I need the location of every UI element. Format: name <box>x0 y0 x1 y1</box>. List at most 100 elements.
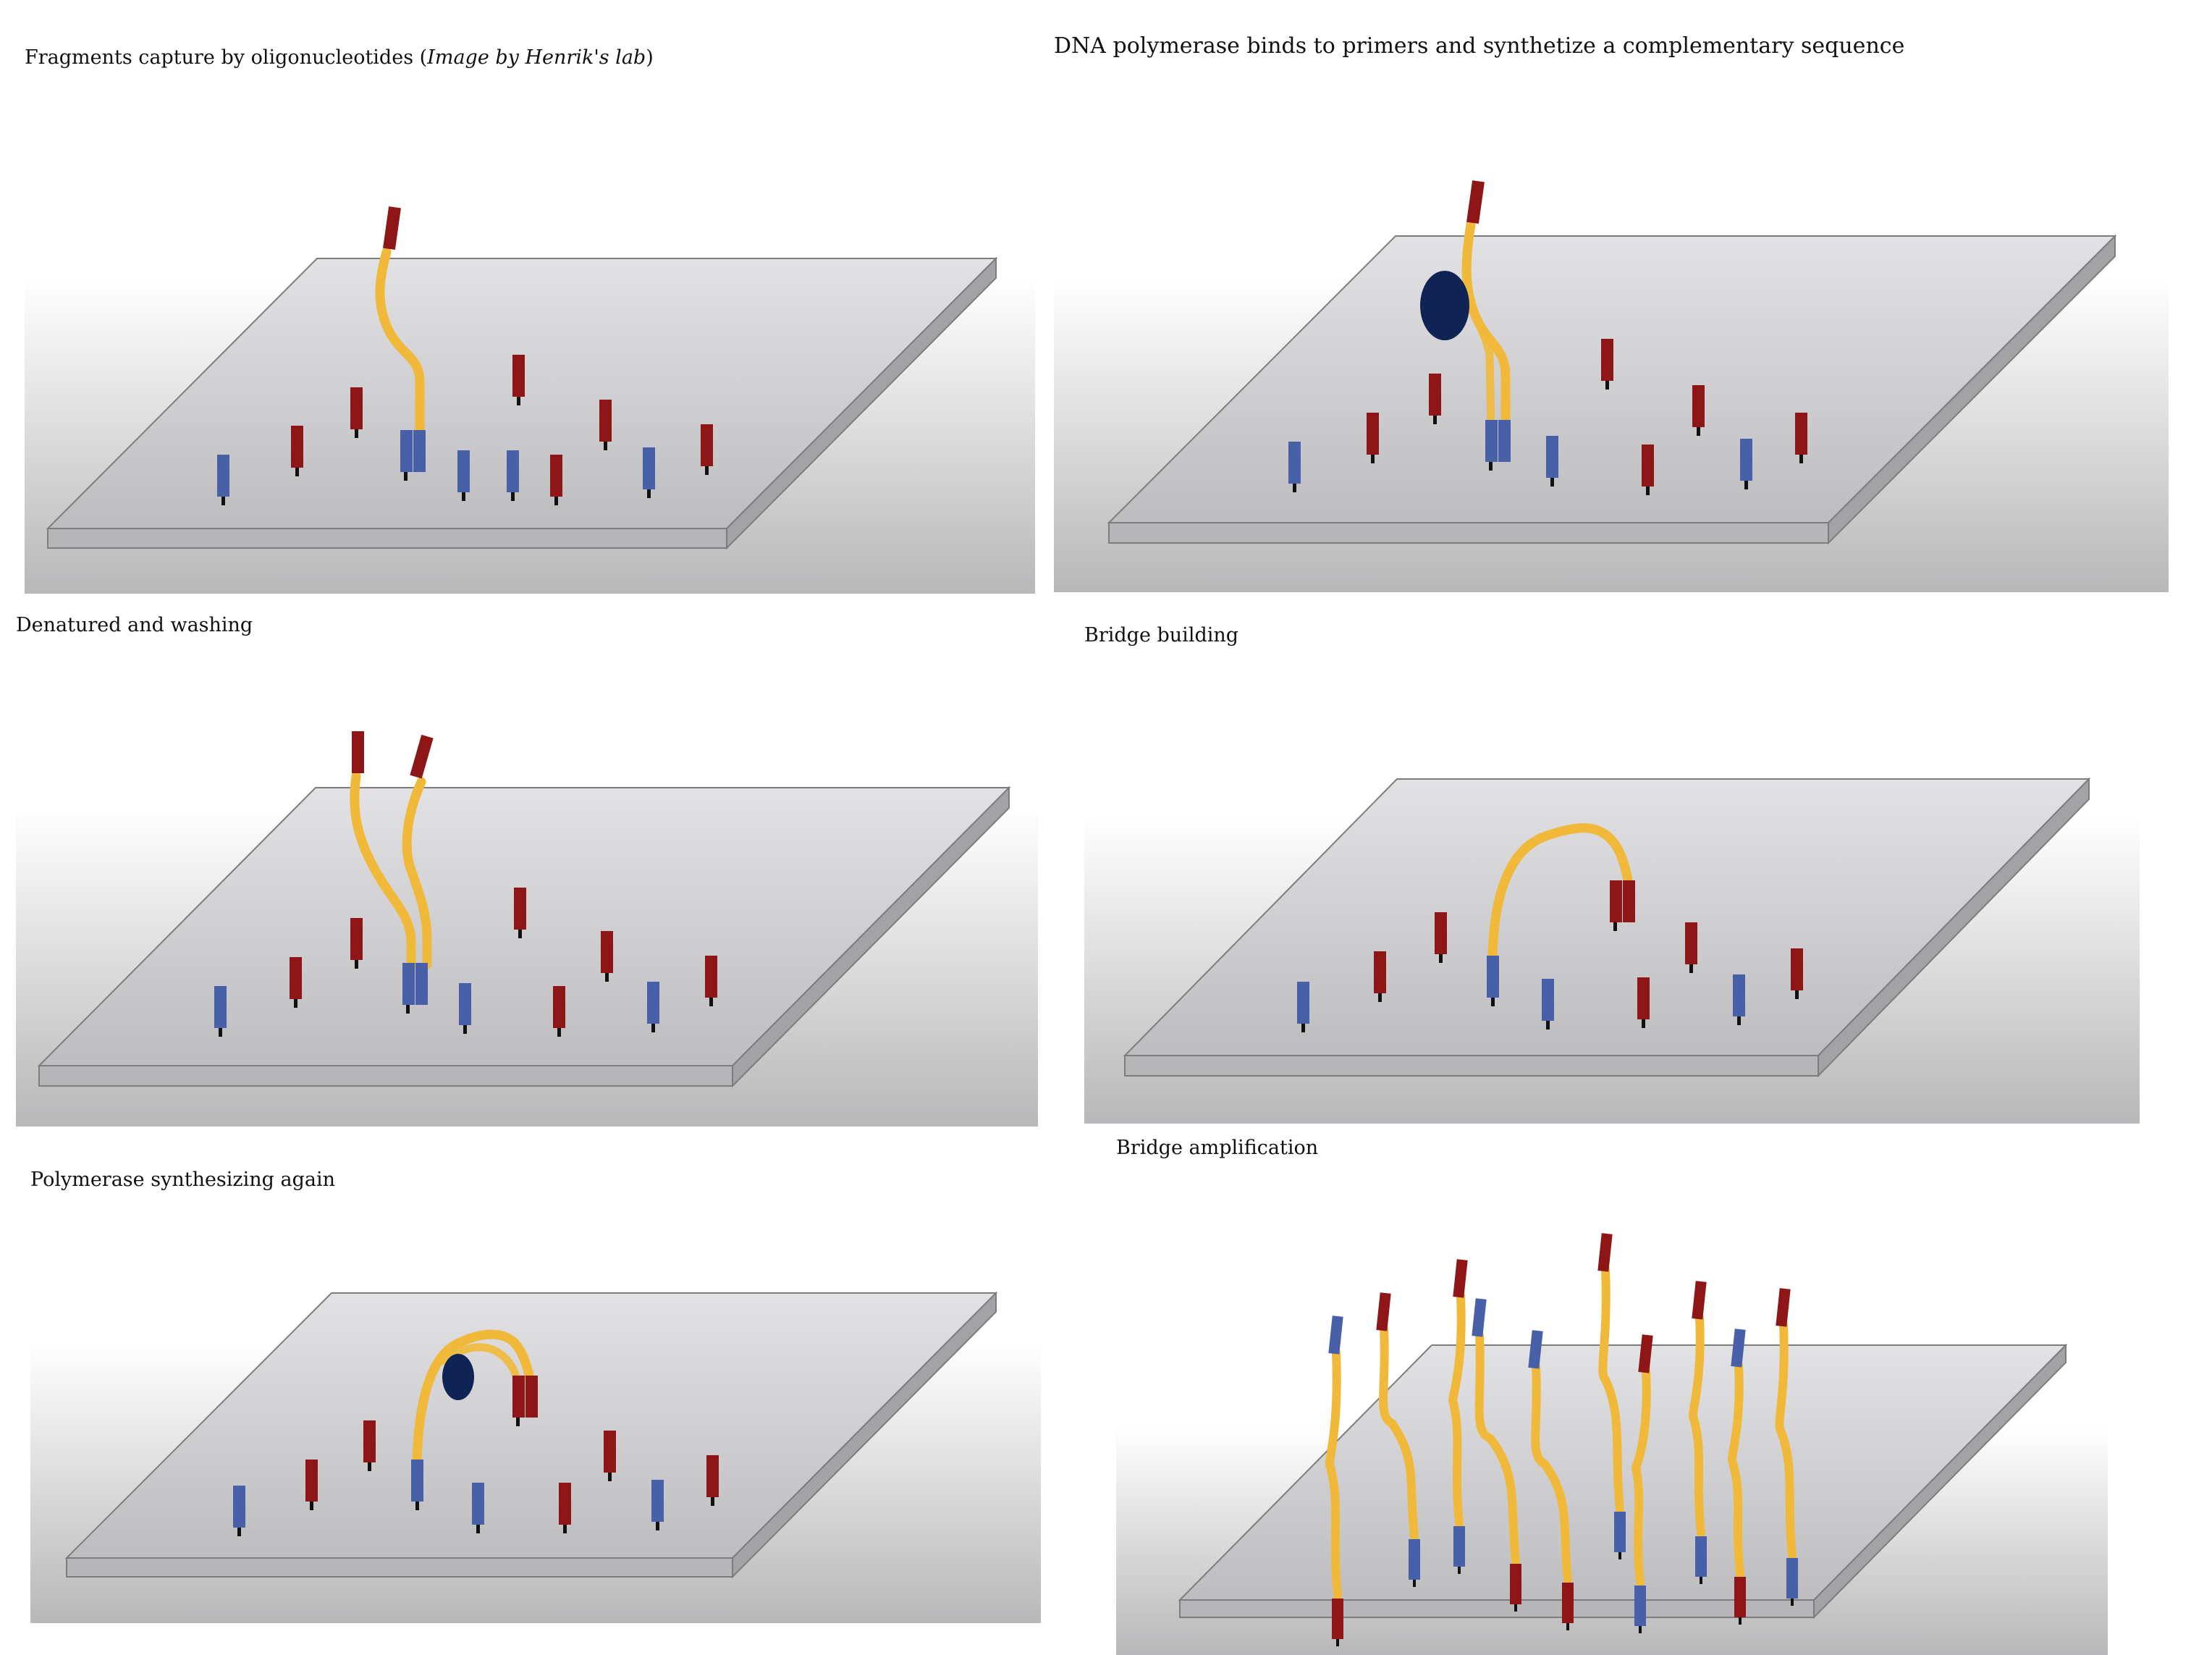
bridge-with-complement <box>411 1329 538 1510</box>
dna-strand-right <box>402 777 432 969</box>
dna-polymerase <box>442 1354 474 1400</box>
amplified-strand <box>1631 1367 1651 1587</box>
primer-anchor <box>1546 1021 1550 1029</box>
dna-bridge <box>412 1329 535 1467</box>
primer-anchor <box>404 472 408 481</box>
primer-anchor <box>1371 455 1375 463</box>
primer-anchor <box>1605 381 1609 389</box>
flow-cell-edge <box>1179 1599 1815 1618</box>
primer-blue <box>457 450 470 492</box>
panel-polymerase-again <box>30 1193 1041 1623</box>
primer-anchor <box>605 973 609 982</box>
primer-anchor <box>462 492 465 501</box>
primer-blue <box>1485 420 1498 462</box>
panel-bridge-amplification <box>1116 1233 2108 1655</box>
primer-blue <box>643 447 655 489</box>
primer-red <box>350 918 363 960</box>
adapter-red <box>1776 1288 1791 1327</box>
primer-blue <box>507 450 519 492</box>
adapter-blue <box>1731 1328 1746 1368</box>
primer-anchor <box>1646 487 1650 495</box>
primer-anchor <box>294 999 297 1008</box>
amplified-strand <box>1474 1331 1520 1565</box>
primer-anchor <box>237 1528 241 1536</box>
primer-anchor <box>1737 1016 1741 1025</box>
adapter-red <box>1466 180 1485 224</box>
primer-anchor <box>1697 427 1700 436</box>
adapter-blue <box>1528 1330 1543 1369</box>
caption-polymerase-binds: DNA polymerase binds to primers and synt… <box>1054 33 1905 59</box>
primer-red <box>604 1431 616 1473</box>
dna-polymerase <box>1420 271 1469 340</box>
adapter-red <box>1597 1233 1613 1272</box>
adapter-red <box>410 734 434 779</box>
primer-anchor <box>368 1462 371 1471</box>
amplified-clusters <box>1325 1233 1798 1646</box>
primer-anchor <box>608 1473 612 1481</box>
primer-anchor <box>1739 1617 1742 1625</box>
primer-blue <box>1288 442 1301 484</box>
primer-blue <box>1733 974 1745 1016</box>
flow-cell-edge <box>1124 1055 1819 1077</box>
primers <box>1288 339 1807 495</box>
captured-fragment <box>375 206 426 481</box>
primer-blue <box>472 1483 484 1525</box>
primer-blue <box>400 430 413 472</box>
adapter-blue <box>1328 1315 1343 1355</box>
primer-blue <box>1487 956 1499 998</box>
primer-blue <box>1453 1526 1465 1567</box>
primer-red <box>1791 948 1803 990</box>
primer-red <box>1637 977 1650 1019</box>
primer-anchor <box>1413 1580 1416 1587</box>
adapter-red <box>1638 1334 1653 1373</box>
bridge <box>1487 823 1635 1006</box>
primer-red <box>1332 1599 1343 1639</box>
primer-anchor <box>516 1418 520 1426</box>
primer-blue <box>1542 979 1554 1021</box>
flow-cell-edge <box>38 1065 733 1087</box>
adapter-blue <box>415 963 428 1005</box>
amplified-strand <box>1775 1321 1797 1559</box>
primer-red <box>512 355 525 397</box>
primer-blue <box>1297 982 1309 1024</box>
double-strands <box>350 731 434 1014</box>
primer-anchor <box>219 1028 222 1037</box>
primer-red <box>1429 374 1441 416</box>
adapter-blue <box>1498 420 1511 462</box>
primers <box>217 355 713 505</box>
primer-anchor <box>1566 1623 1569 1630</box>
primer-red <box>1610 880 1622 922</box>
primer-anchor <box>295 468 299 476</box>
primer-anchor <box>1689 964 1693 973</box>
caption-text-close: ) <box>646 46 654 69</box>
primer-anchor <box>1613 922 1617 931</box>
primer-anchor <box>1700 1577 1702 1584</box>
primer-red <box>601 931 613 973</box>
primer-anchor <box>517 397 520 405</box>
amplified-strand <box>1379 1325 1419 1541</box>
primer-anchor <box>476 1525 480 1533</box>
panel-polymerase-binds <box>1054 109 2169 592</box>
adapter-red <box>1376 1292 1391 1331</box>
primer-blue <box>1740 439 1752 481</box>
amplified-strand <box>1598 1266 1624 1513</box>
primer-blue <box>1695 1536 1707 1577</box>
primer-anchor <box>1458 1567 1461 1574</box>
amplified-strand <box>1325 1348 1342 1600</box>
primer-red <box>290 957 302 999</box>
panel-fragments-capture <box>25 109 1035 594</box>
primer-anchor <box>1639 1626 1642 1633</box>
primer-anchor <box>705 466 709 475</box>
primer-anchor <box>647 489 651 498</box>
panel-denatured-washing <box>16 637 1038 1127</box>
dna-strand-left <box>350 771 416 969</box>
primer-blue <box>1614 1512 1626 1552</box>
adapter-blue <box>1472 1298 1487 1337</box>
primer-anchor <box>355 960 358 969</box>
adapter-red <box>1692 1281 1707 1320</box>
primer-blue <box>1409 1539 1420 1580</box>
primer-red <box>550 455 562 497</box>
flow-cell <box>64 1291 998 1579</box>
primer-anchor <box>511 492 515 501</box>
primer-red <box>1692 385 1705 427</box>
